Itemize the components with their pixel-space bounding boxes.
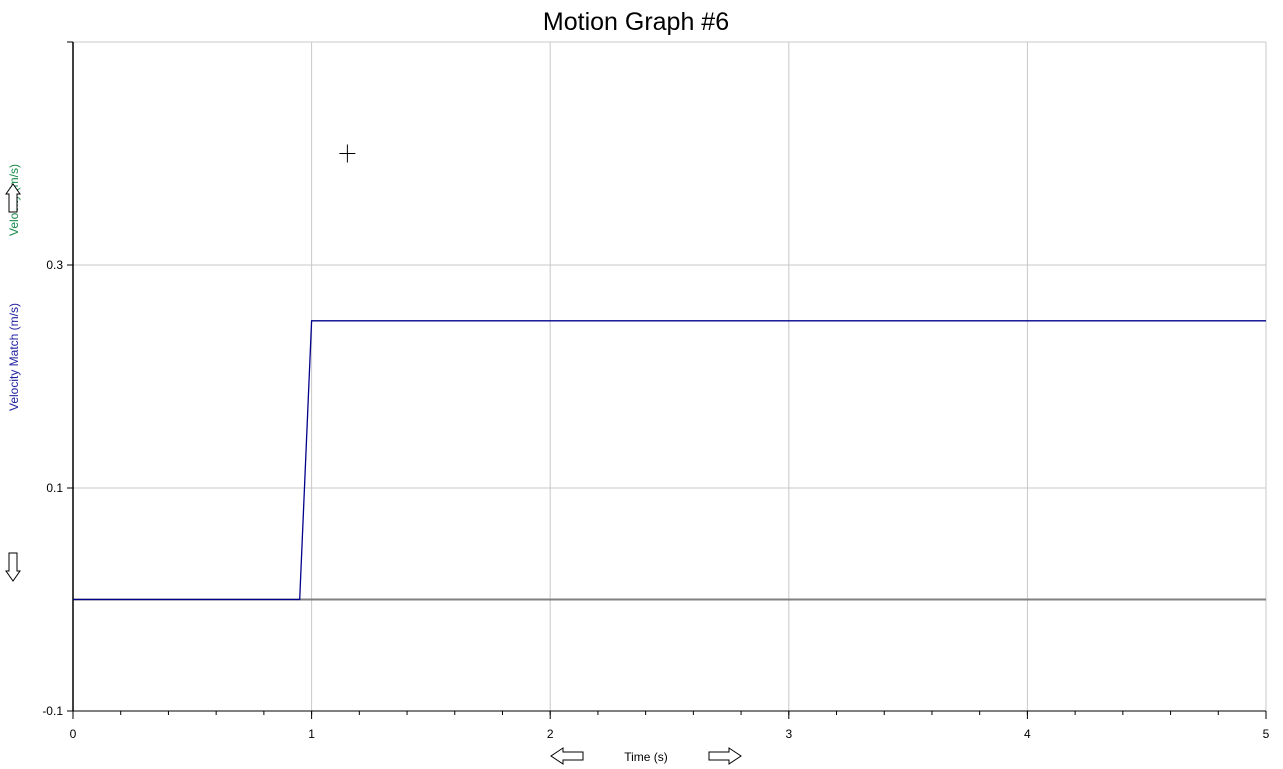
grid-lines: [73, 41, 1267, 711]
tick-labels: 0 1 2 3 4 5 -0.1 0.1 0.3: [42, 258, 1269, 741]
cursor-marker: [339, 144, 356, 163]
y-tick-label: -0.1: [42, 704, 63, 718]
y-scroll-down-arrow-icon[interactable]: [5, 552, 21, 582]
x-axis-label: Time (s): [624, 750, 668, 764]
x-scroll-right-arrow-icon[interactable]: [708, 747, 742, 765]
y-tick-label: 0.1: [46, 481, 63, 495]
x-minor-ticks: [72, 711, 1267, 715]
x-tick-label: 4: [1024, 727, 1031, 741]
x-tick-label: 5: [1263, 727, 1270, 741]
y-tick-label: 0.3: [46, 258, 63, 272]
x-tick-label: 1: [308, 727, 315, 741]
axes: [67, 41, 1267, 719]
chart-title: Motion Graph #6: [543, 8, 729, 36]
series-line-0: [73, 320, 1266, 601]
x-tick-label: 3: [785, 727, 792, 741]
y-scroll-up-arrow-icon[interactable]: [5, 183, 21, 213]
x-tick-label: 0: [70, 727, 77, 741]
x-scroll-left-arrow-icon[interactable]: [550, 747, 584, 765]
series-layer: [73, 320, 1266, 601]
x-tick-label: 2: [547, 727, 554, 741]
y-axis-label-velocity-match: Velocity Match (m/s): [7, 303, 21, 411]
